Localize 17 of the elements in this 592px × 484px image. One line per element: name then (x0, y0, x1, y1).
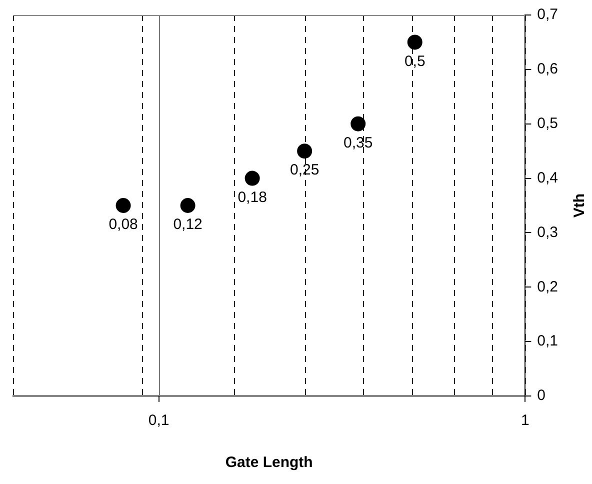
y-tick-label: 0,7 (537, 6, 558, 24)
annotation: 0,12 (173, 216, 202, 234)
y-tick-label: 0,2 (537, 278, 558, 296)
annotation: 0,5 (404, 52, 426, 70)
y-tick-label: 0,6 (537, 60, 558, 78)
y-axis-title: Vth (571, 193, 588, 218)
y-tick-label: 0 (537, 387, 546, 404)
y-tick-label: 0,4 (537, 169, 558, 186)
annotation: 0,18 (238, 188, 267, 206)
y-tick-label: 0,5 (537, 115, 558, 132)
annotation: 0,08 (108, 216, 138, 234)
x-axis-title: Gate Length (225, 454, 313, 472)
annotation: 0,25 (290, 162, 320, 179)
y-tick-label: 0,1 (537, 332, 558, 350)
annotation: 0,35 (344, 134, 373, 152)
y-tick-label: 0,3 (537, 224, 558, 241)
x-tick-label: 1 (520, 412, 530, 430)
